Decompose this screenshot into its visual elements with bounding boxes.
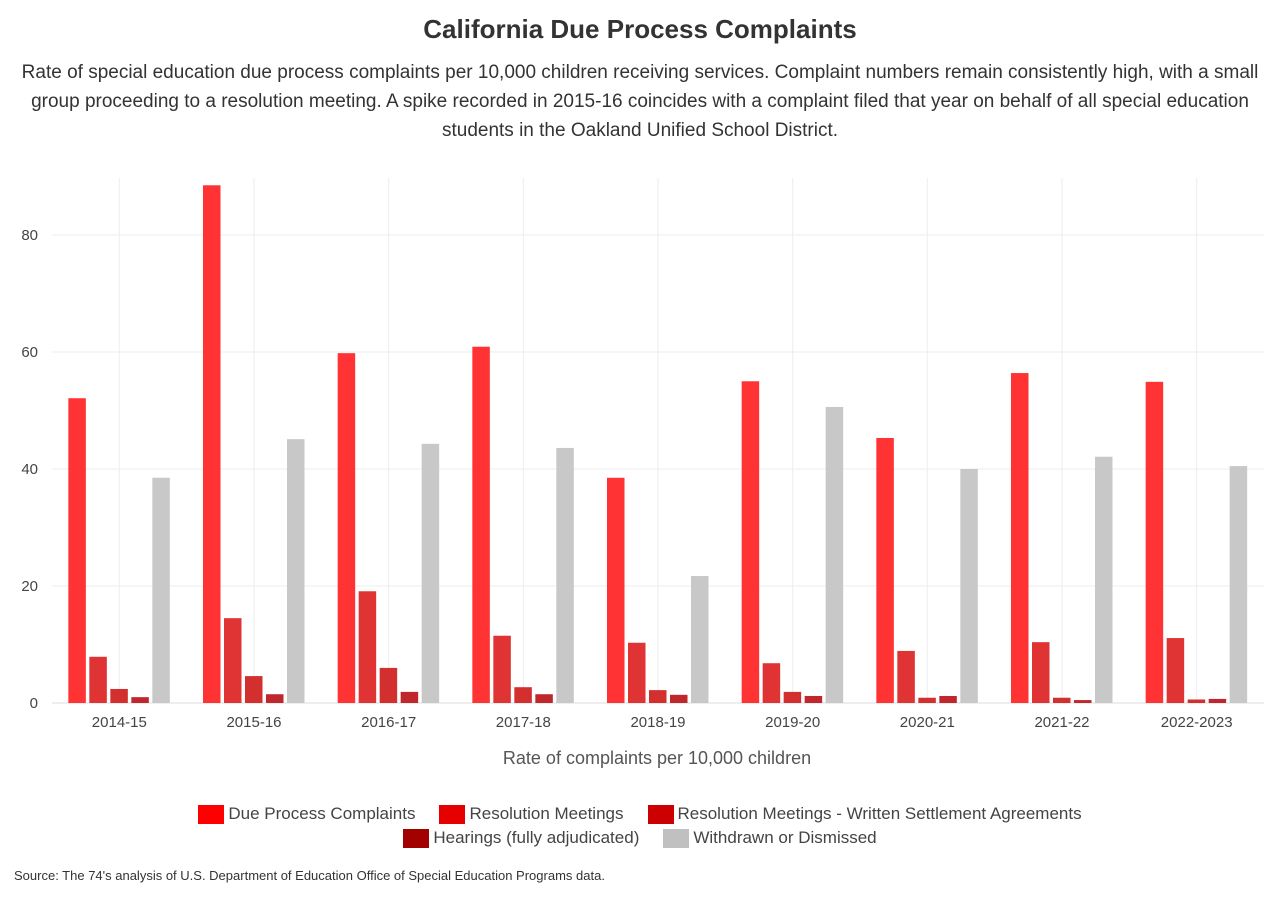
- x-tick-label: 2020-21: [900, 714, 955, 731]
- bar-hearings-fully-adjudicated--2022-2023: [1208, 698, 1227, 703]
- bar-resolution-meetings-2020-21: [897, 650, 915, 703]
- bar-resolution-meetings-2019-20: [762, 663, 781, 703]
- bar-hearings-fully-adjudicated--2019-20: [804, 695, 823, 703]
- legend-label: Withdrawn or Dismissed: [693, 828, 877, 847]
- bar-withdrawn-or-dismissed-2019-20: [825, 406, 844, 703]
- source-note: Source: The 74's analysis of U.S. Depart…: [14, 868, 605, 883]
- bar-resolution-meetings-written-settlement-agreements-2020-21: [918, 697, 936, 703]
- bar-due-process-complaints-2021-22: [1011, 373, 1029, 703]
- bar-resolution-meetings-2016-17: [358, 591, 377, 703]
- bar-resolution-meetings-written-settlement-agreements-2022-2023: [1187, 699, 1206, 703]
- y-tick-label: 40: [21, 461, 38, 478]
- bar-hearings-fully-adjudicated--2021-22: [1074, 700, 1092, 703]
- legend-item[interactable]: Due Process Complaints: [198, 804, 415, 824]
- bar-withdrawn-or-dismissed-2015-16: [287, 439, 305, 703]
- bar-withdrawn-or-dismissed-2016-17: [421, 443, 440, 703]
- bar-withdrawn-or-dismissed-2021-22: [1095, 456, 1113, 703]
- bar-due-process-complaints-2019-20: [741, 381, 760, 703]
- y-tick-label: 0: [30, 695, 38, 712]
- bar-hearings-fully-adjudicated--2015-16: [266, 694, 284, 703]
- bar-resolution-meetings-2015-16: [224, 618, 242, 703]
- legend-item[interactable]: Withdrawn or Dismissed: [663, 828, 877, 848]
- bar-due-process-complaints-2022-2023: [1145, 381, 1164, 703]
- bar-chart: 0 20 40 60 80 2014-15 2015-16 2016-17 2017-18 201…: [21, 178, 1264, 768]
- bar-resolution-meetings-written-settlement-agreements-2017-18: [514, 687, 532, 703]
- bar-due-process-complaints-2015-16: [203, 185, 221, 703]
- bar-resolution-meetings-written-settlement-agreements-2014-15: [110, 688, 128, 703]
- legend: Due Process Complaints Resolution Meeting…: [0, 802, 1280, 850]
- bar-resolution-meetings-written-settlement-agreements-2018-19: [649, 690, 667, 703]
- bar-due-process-complaints-2017-18: [472, 346, 490, 703]
- chart-subtitle: Rate of special education due process co…: [21, 62, 1259, 141]
- bar-hearings-fully-adjudicated--2014-15: [131, 697, 149, 703]
- legend-label: Resolution Meetings: [469, 804, 624, 823]
- legend-item[interactable]: Resolution Meetings: [439, 804, 624, 824]
- y-tick-label: 20: [21, 578, 38, 595]
- y-tick-label: 80: [21, 227, 38, 244]
- x-tick-label: 2016-17: [361, 714, 416, 731]
- bar-due-process-complaints-2016-17: [337, 353, 356, 703]
- legend-swatch: [663, 828, 690, 848]
- legend-swatch: [439, 804, 466, 824]
- bar-withdrawn-or-dismissed-2014-15: [152, 477, 170, 703]
- legend-swatch: [403, 828, 430, 848]
- bar-resolution-meetings-written-settlement-agreements-2015-16: [245, 676, 263, 703]
- x-tick-label: 2015-16: [226, 714, 281, 731]
- legend-swatch: [198, 804, 225, 824]
- bar-due-process-complaints-2018-19: [607, 477, 625, 703]
- bar-hearings-fully-adjudicated--2017-18: [535, 694, 553, 703]
- bar-withdrawn-or-dismissed-2018-19: [691, 576, 709, 703]
- bar-resolution-meetings-2022-2023: [1166, 638, 1185, 703]
- bar-hearings-fully-adjudicated--2016-17: [400, 691, 419, 703]
- bar-hearings-fully-adjudicated--2018-19: [670, 694, 688, 703]
- y-tick-label: 60: [21, 344, 38, 361]
- legend-item[interactable]: Hearings (fully adjudicated): [403, 828, 639, 848]
- bar-withdrawn-or-dismissed-2020-21: [960, 469, 978, 703]
- bar-due-process-complaints-2020-21: [876, 437, 894, 703]
- legend-item[interactable]: Resolution Meetings - Written Settlement…: [647, 804, 1082, 824]
- bar-hearings-fully-adjudicated--2020-21: [939, 695, 957, 703]
- bar-resolution-meetings-2017-18: [493, 635, 511, 703]
- x-tick-label: 2014-15: [92, 714, 147, 731]
- bar-withdrawn-or-dismissed-2017-18: [556, 447, 574, 703]
- x-tick-label: 2019-20: [765, 714, 820, 731]
- bar-resolution-meetings-2018-19: [628, 642, 646, 703]
- legend-label: Due Process Complaints: [228, 804, 416, 823]
- bar-due-process-complaints-2014-15: [68, 398, 86, 703]
- x-tick-label: 2017-18: [496, 714, 551, 731]
- bar-resolution-meetings-written-settlement-agreements-2016-17: [379, 667, 398, 703]
- legend-label: Hearings (fully adjudicated): [433, 828, 640, 847]
- bar-withdrawn-or-dismissed-2022-2023: [1229, 466, 1248, 703]
- x-tick-label: 2021-22: [1034, 714, 1089, 731]
- legend-label: Resolution Meetings - Written Settlement…: [677, 804, 1082, 823]
- bar-resolution-meetings-2021-22: [1032, 642, 1050, 703]
- bar-resolution-meetings-2014-15: [89, 656, 107, 703]
- bar-resolution-meetings-written-settlement-agreements-2019-20: [783, 691, 802, 703]
- legend-swatch: [647, 804, 674, 824]
- x-tick-label: 2022-2023: [1161, 714, 1233, 731]
- x-axis-label: Rate of complaints per 10,000 children: [503, 748, 811, 768]
- chart-title: California Due Process Complaints: [423, 14, 857, 44]
- x-tick-label: 2018-19: [630, 714, 685, 731]
- bar-resolution-meetings-written-settlement-agreements-2021-22: [1053, 697, 1071, 703]
